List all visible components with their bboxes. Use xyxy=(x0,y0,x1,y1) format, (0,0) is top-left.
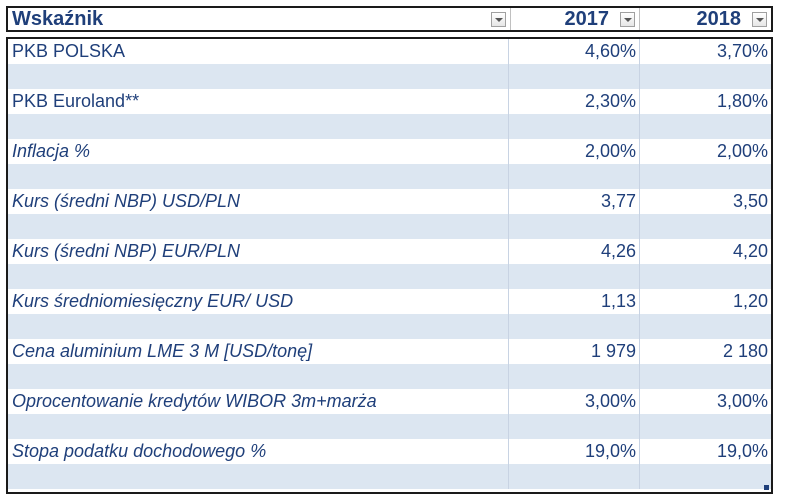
spacer-cell[interactable] xyxy=(8,214,509,239)
filter-dropdown-icon[interactable] xyxy=(491,12,506,27)
spacer-row xyxy=(8,264,771,289)
spacer-cell[interactable] xyxy=(8,264,509,289)
spacer-cell[interactable] xyxy=(640,264,771,289)
row-label[interactable]: PKB POLSKA xyxy=(8,39,509,64)
spacer-row xyxy=(8,164,771,189)
table-row: Kurs (średni NBP) EUR/PLN 4,26 4,20 xyxy=(8,239,771,264)
spacer-cell[interactable] xyxy=(8,164,509,189)
spacer-cell[interactable] xyxy=(509,364,640,389)
spacer-row xyxy=(8,314,771,339)
spacer-row xyxy=(8,64,771,89)
table-header: Wskaźnik 2017 2018 xyxy=(6,6,773,32)
table-row: Stopa podatku dochodowego % 19,0% 19,0% xyxy=(8,439,771,464)
header-2018: 2018 xyxy=(640,8,771,30)
spacer-cell[interactable] xyxy=(640,364,771,389)
value-2017[interactable]: 2,00% xyxy=(509,139,640,164)
row-label[interactable]: Inflacja % xyxy=(8,139,509,164)
value-2017[interactable]: 4,60% xyxy=(509,39,640,64)
spacer-cell[interactable] xyxy=(640,414,771,439)
spacer-cell[interactable] xyxy=(640,214,771,239)
table-row: Oprocentowanie kredytów WIBOR 3m+marża 3… xyxy=(8,389,771,414)
spacer-cell[interactable] xyxy=(640,164,771,189)
table-row: Cena aluminium LME 3 M [USD/tonę] 1 979 … xyxy=(8,339,771,364)
spacer-cell[interactable] xyxy=(509,414,640,439)
value-2018[interactable]: 1,80% xyxy=(716,91,768,111)
spacer-cell[interactable] xyxy=(509,264,640,289)
filter-dropdown-icon[interactable] xyxy=(752,12,767,27)
table-row: Kurs (średni NBP) USD/PLN 3,77 3,50 xyxy=(8,189,771,214)
table-row: PKB POLSKA 4,60% 3,70% xyxy=(8,39,771,64)
row-label[interactable]: Stopa podatku dochodowego % xyxy=(8,439,509,464)
spacer-row xyxy=(8,414,771,439)
row-label[interactable]: Oprocentowanie kredytów WIBOR 3m+marża xyxy=(8,389,509,414)
row-label[interactable]: Kurs średniomiesięczny EUR/ USD xyxy=(8,289,509,314)
table-resize-handle[interactable] xyxy=(764,485,769,490)
value-2017[interactable]: 19,0% xyxy=(509,439,640,464)
header-indicator: Wskaźnik xyxy=(8,8,511,30)
row-label[interactable]: Kurs (średni NBP) EUR/PLN xyxy=(8,239,509,264)
header-2018-label: 2018 xyxy=(696,8,742,30)
spacer-row xyxy=(8,214,771,239)
row-label[interactable]: PKB Euroland** xyxy=(8,89,509,114)
spacer-cell[interactable] xyxy=(8,114,509,139)
value-2017[interactable]: 3,00% xyxy=(509,389,640,414)
value-2018[interactable]: 3,70% xyxy=(716,41,768,61)
spacer-cell[interactable] xyxy=(509,164,640,189)
row-label[interactable]: Kurs (średni NBP) USD/PLN xyxy=(8,189,509,214)
spacer-cell[interactable] xyxy=(509,114,640,139)
spacer-cell[interactable] xyxy=(640,64,771,89)
table-row: Inflacja % 2,00% 2,00% xyxy=(8,139,771,164)
filter-dropdown-icon[interactable] xyxy=(620,12,635,27)
spacer-row xyxy=(8,114,771,139)
value-2017[interactable]: 2,30% xyxy=(509,89,640,114)
spacer-cell[interactable] xyxy=(8,414,509,439)
header-2017: 2017 xyxy=(511,8,640,30)
header-indicator-label: Wskaźnik xyxy=(12,8,104,30)
spacer-cell[interactable] xyxy=(509,314,640,339)
value-2018[interactable]: 3,50 xyxy=(732,191,768,211)
row-label[interactable]: Cena aluminium LME 3 M [USD/tonę] xyxy=(8,339,509,364)
value-2018[interactable]: 4,20 xyxy=(732,241,768,261)
data-table: PKB POLSKA 4,60% 3,70% PKB Euroland** 2,… xyxy=(6,37,773,494)
spacer-cell[interactable] xyxy=(509,64,640,89)
spacer-cell[interactable] xyxy=(509,214,640,239)
value-2017[interactable]: 1,13 xyxy=(509,289,640,314)
spacer-cell[interactable] xyxy=(640,314,771,339)
spacer-cell[interactable] xyxy=(8,464,509,489)
spacer-cell[interactable] xyxy=(640,464,771,489)
value-2017[interactable]: 3,77 xyxy=(509,189,640,214)
spacer-cell[interactable] xyxy=(640,114,771,139)
spacer-row xyxy=(8,464,771,489)
table-row: PKB Euroland** 2,30% 1,80% xyxy=(8,89,771,114)
spacer-row xyxy=(8,364,771,389)
value-2018[interactable]: 1,20 xyxy=(732,291,768,311)
spacer-cell[interactable] xyxy=(8,64,509,89)
table-row: Kurs średniomiesięczny EUR/ USD 1,13 1,2… xyxy=(8,289,771,314)
value-2017[interactable]: 4,26 xyxy=(509,239,640,264)
spacer-cell[interactable] xyxy=(509,464,640,489)
header-2017-label: 2017 xyxy=(564,8,610,30)
spacer-cell[interactable] xyxy=(8,314,509,339)
value-2018[interactable]: 3,00% xyxy=(716,391,768,411)
value-2018[interactable]: 2,00% xyxy=(716,141,768,161)
value-2018[interactable]: 19,0% xyxy=(716,441,768,461)
value-2018[interactable]: 2 180 xyxy=(722,341,768,361)
value-2017[interactable]: 1 979 xyxy=(509,339,640,364)
spacer-cell[interactable] xyxy=(8,364,509,389)
